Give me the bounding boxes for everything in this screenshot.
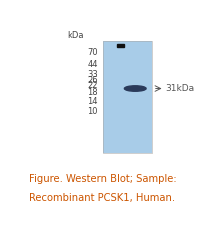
Text: 70: 70	[87, 48, 98, 57]
Text: kDa: kDa	[67, 31, 84, 40]
Text: 44: 44	[87, 60, 98, 69]
Text: 14: 14	[87, 97, 98, 106]
Text: 18: 18	[87, 88, 98, 97]
Text: Recombinant PCSK1, Human.: Recombinant PCSK1, Human.	[29, 193, 176, 203]
Text: 31kDa: 31kDa	[165, 84, 194, 93]
Text: 33: 33	[87, 70, 98, 79]
Bar	[102, 41, 152, 153]
Text: 10: 10	[87, 107, 98, 116]
Ellipse shape	[124, 86, 146, 91]
Text: 26: 26	[87, 76, 98, 85]
Text: 22: 22	[87, 81, 98, 90]
Text: Figure. Western Blot; Sample:: Figure. Western Blot; Sample:	[29, 174, 176, 184]
Bar	[117, 44, 124, 47]
Bar	[102, 41, 152, 153]
